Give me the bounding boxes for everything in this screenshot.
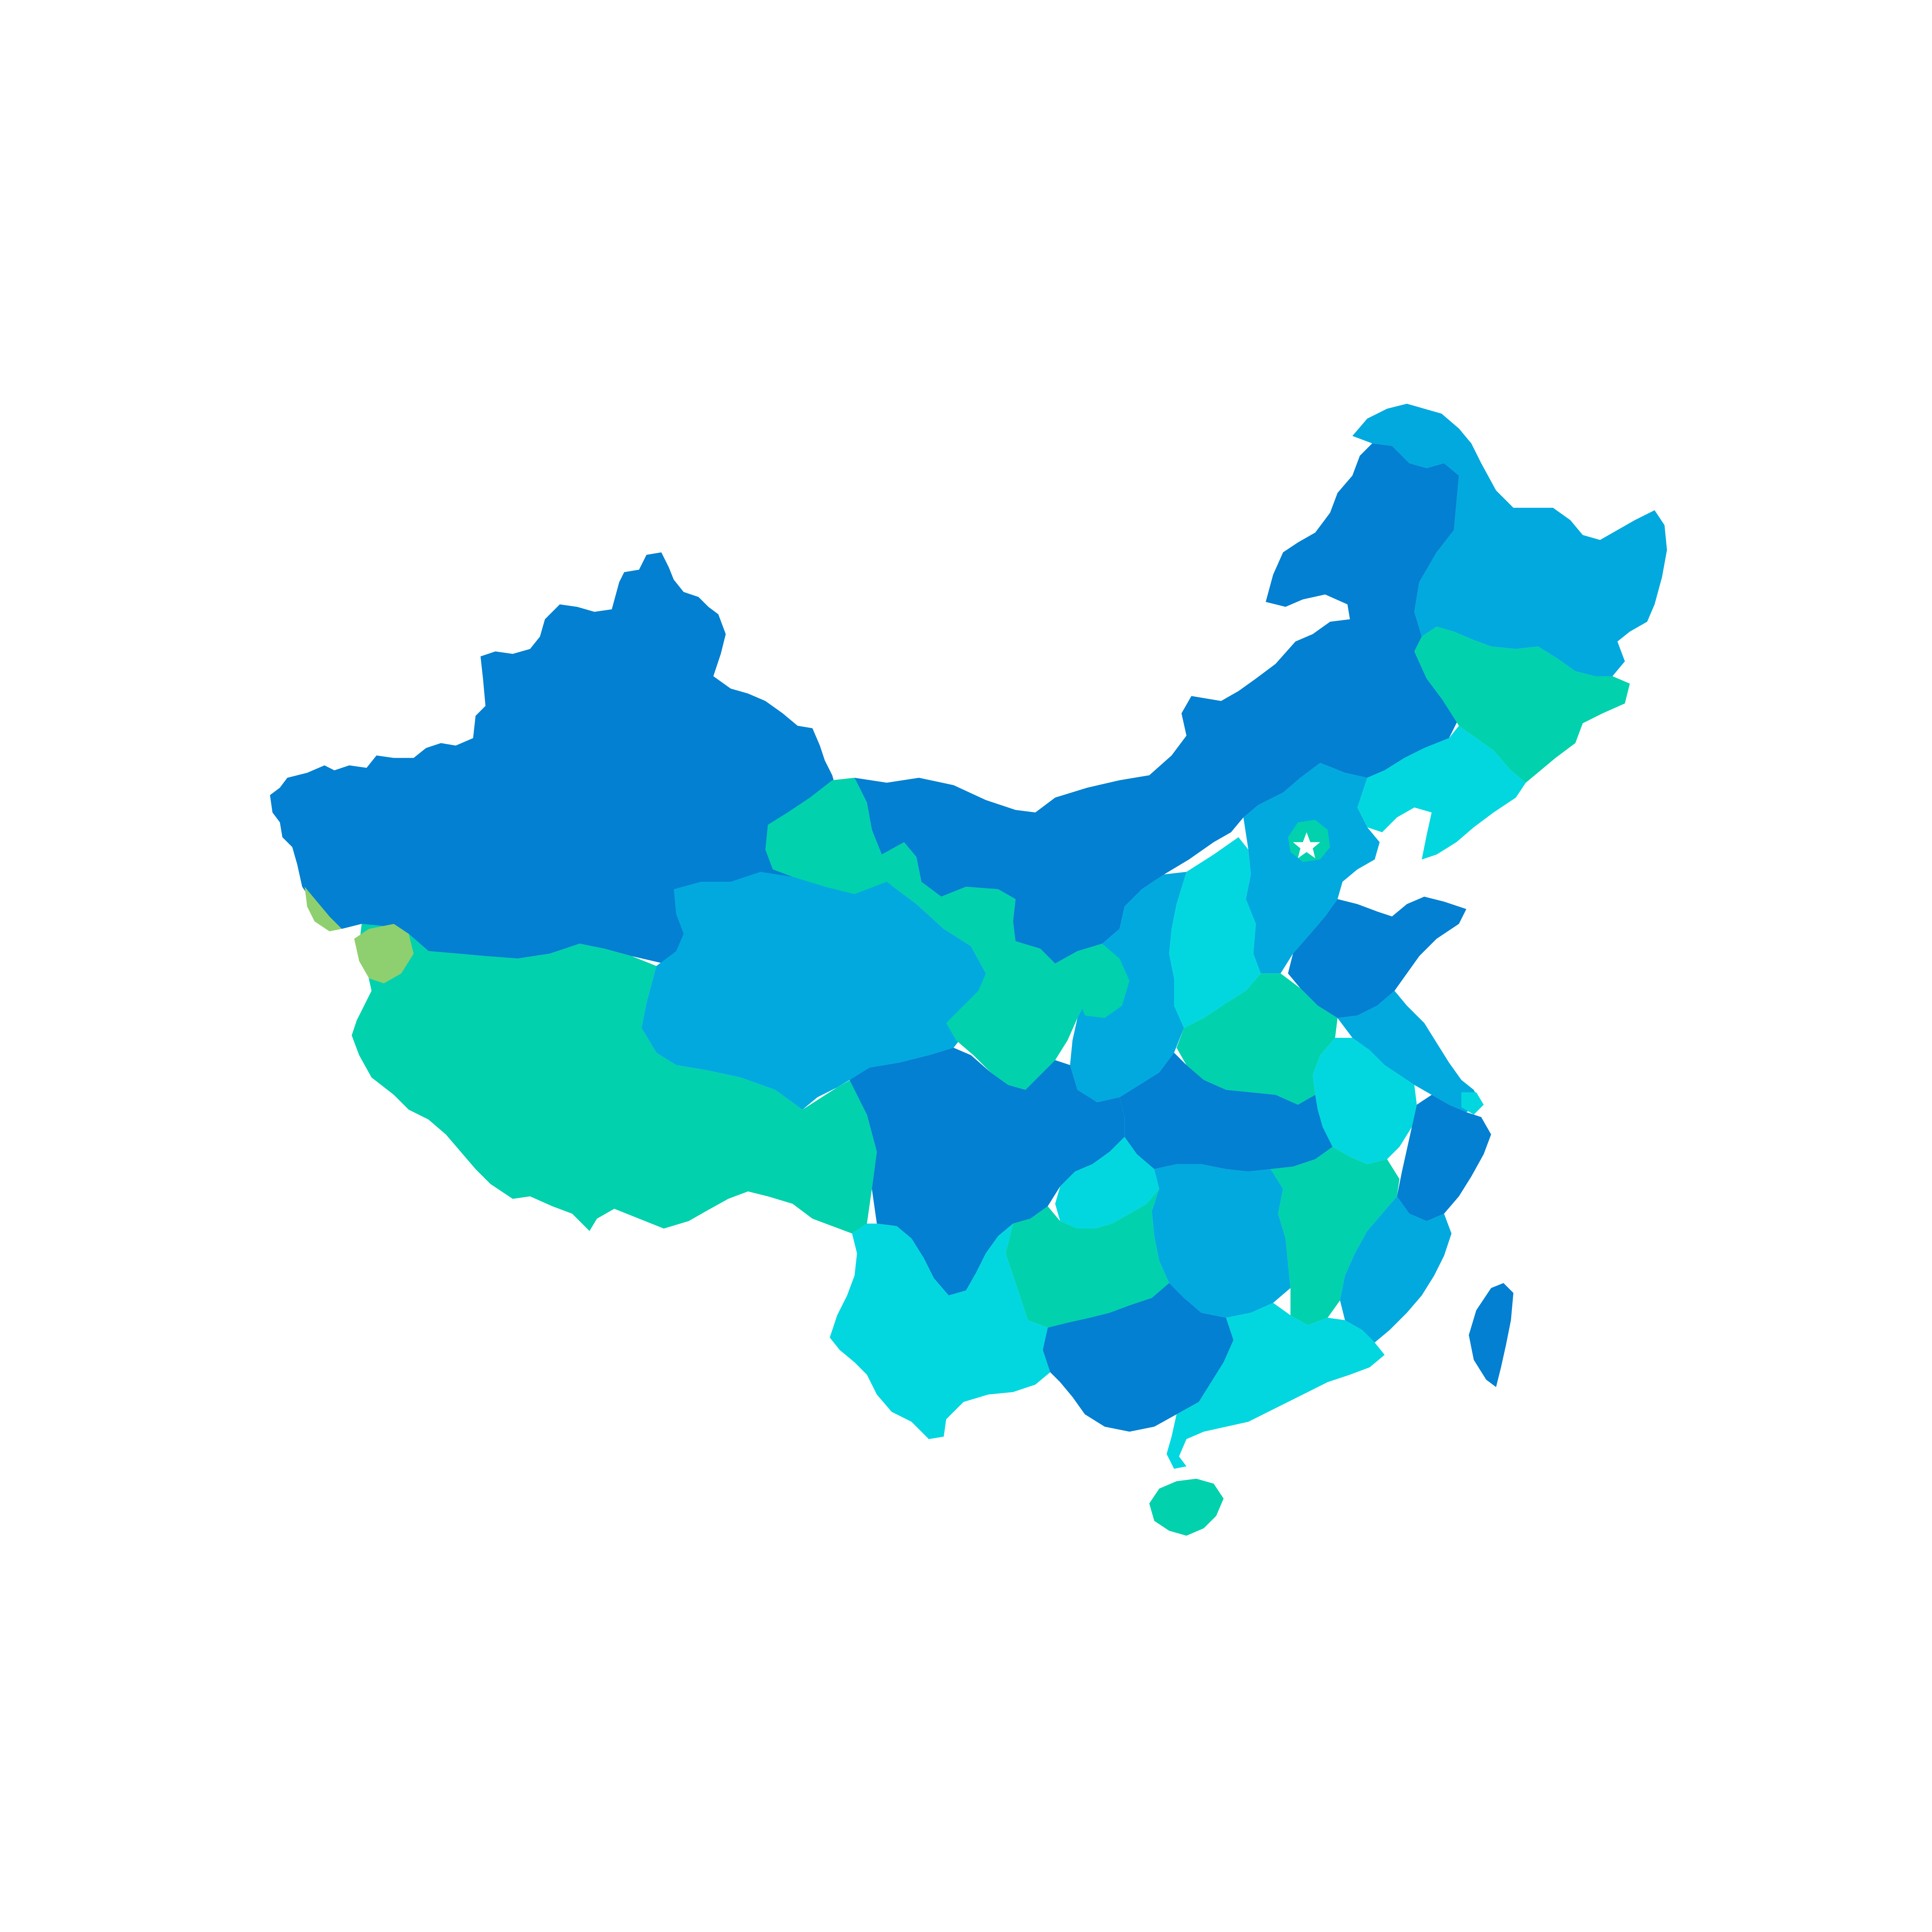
region-ningxia[interactable] (1055, 944, 1130, 1018)
region-heilongjiang[interactable] (1352, 403, 1667, 676)
region-inner-mongolia[interactable] (854, 443, 1459, 964)
region-qinghai[interactable] (641, 872, 986, 1110)
region-aksai-chin-east (354, 924, 414, 983)
region-hubei[interactable] (1119, 1053, 1333, 1172)
region-hainan[interactable] (1149, 1478, 1224, 1536)
region-guangxi[interactable] (1043, 1283, 1234, 1432)
region-tibet[interactable] (352, 924, 877, 1234)
region-hunan[interactable] (1151, 1164, 1291, 1318)
region-gansu[interactable] (765, 777, 1088, 1090)
capital-star-icon (1293, 832, 1320, 859)
region-yunnan[interactable] (830, 1223, 1050, 1439)
region-xinjiang[interactable] (270, 552, 922, 964)
region-shaanxi[interactable] (1070, 872, 1187, 1102)
region-zhejiang[interactable] (1397, 1095, 1491, 1221)
region-anhui[interactable] (1313, 1037, 1417, 1164)
region-tianjin[interactable] (1325, 849, 1348, 887)
region-jilin[interactable] (1414, 626, 1630, 783)
region-liaoning[interactable] (1357, 726, 1526, 860)
region-jiangxi[interactable] (1270, 1146, 1400, 1325)
region-hebei[interactable] (1243, 763, 1380, 974)
region-jiangsu[interactable] (1337, 991, 1481, 1112)
region-sichuan[interactable] (849, 1048, 1125, 1296)
region-taiwan[interactable] (1469, 1283, 1514, 1387)
region-shanghai[interactable] (1461, 1092, 1484, 1115)
region-guangdong[interactable] (1167, 1303, 1385, 1469)
region-shanxi[interactable] (1169, 837, 1261, 1028)
region-guizhou[interactable] (1005, 1189, 1169, 1328)
region-henan[interactable] (1176, 973, 1338, 1105)
region-fujian[interactable] (1340, 1196, 1452, 1343)
region-chongqing[interactable] (1055, 1137, 1159, 1229)
region-shandong[interactable] (1288, 896, 1466, 1018)
